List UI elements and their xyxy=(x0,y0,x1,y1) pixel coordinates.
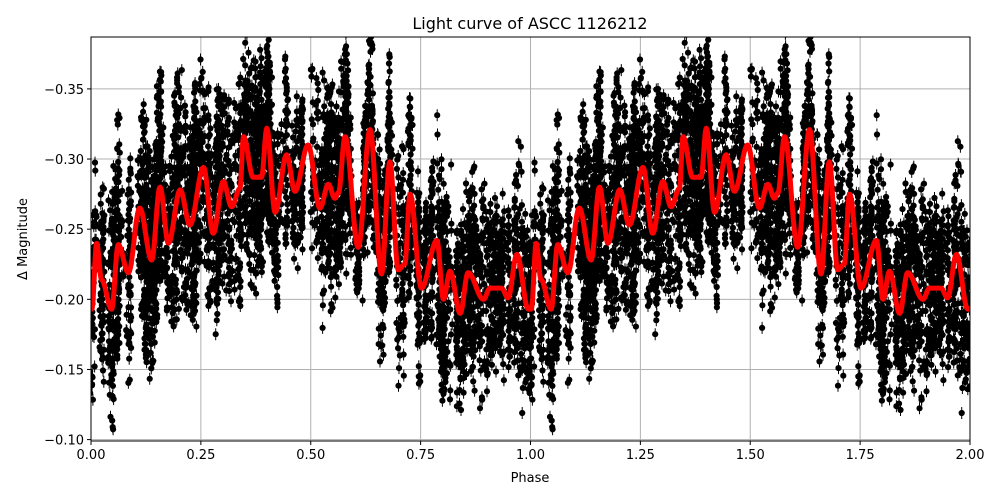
x-tick-label: 1.50 xyxy=(736,448,765,463)
y-axis-label: Δ Magnitude xyxy=(16,198,31,280)
y-tick-label: −0.25 xyxy=(44,223,84,238)
x-tick-label: 0.50 xyxy=(296,448,325,463)
x-tick-label: 0.75 xyxy=(406,448,435,463)
chart-title: Light curve of ASCC 1126212 xyxy=(412,14,647,33)
y-tick-label: −0.10 xyxy=(44,434,84,449)
x-tick-label: 1.25 xyxy=(626,448,655,463)
y-tick-label: −0.15 xyxy=(44,363,84,378)
y-tick-label: −0.20 xyxy=(44,293,84,308)
x-tick-label: 1.75 xyxy=(846,448,875,463)
x-tick-label: 2.00 xyxy=(956,448,985,463)
x-axis-label: Phase xyxy=(511,471,550,486)
x-tick-label: 1.00 xyxy=(516,448,545,463)
y-tick-label: −0.35 xyxy=(44,83,84,98)
y-tick-label: −0.30 xyxy=(44,153,84,168)
x-tick-label: 0.25 xyxy=(186,448,215,463)
x-tick-label: 0.00 xyxy=(77,448,106,463)
